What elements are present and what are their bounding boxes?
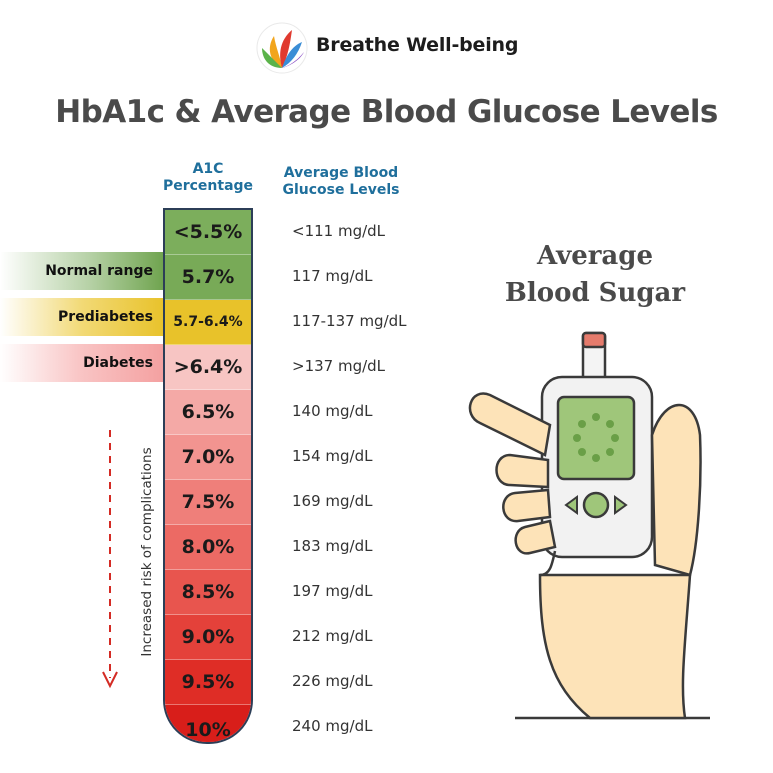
a1c-cell: 9.5% — [165, 660, 251, 705]
a1c-cell: 7.0% — [165, 435, 251, 480]
avg-column-header: Average Blood Glucose Levels — [276, 165, 406, 199]
risk-caption: Increased risk of complications — [139, 447, 155, 657]
a1c-column-header: A1C Percentage — [155, 161, 261, 195]
avg-glucose-value: 197 mg/dL — [292, 582, 373, 600]
avg-glucose-value: <111 mg/dL — [292, 222, 386, 240]
diabetes-label: Diabetes — [0, 344, 165, 382]
a1c-cell: >6.4% — [165, 345, 251, 390]
a1c-cell: 5.7% — [165, 255, 251, 300]
a1c-cell: 10% — [165, 705, 251, 742]
illustration-title: Average Blood Sugar — [470, 238, 720, 312]
a1c-cell: 9.0% — [165, 615, 251, 660]
illustration-title-line2: Blood Sugar — [504, 278, 686, 308]
avg-glucose-value: 140 mg/dL — [292, 402, 373, 420]
avg-glucose-value: 240 mg/dL — [292, 717, 373, 735]
a1c-cell: 7.5% — [165, 480, 251, 525]
avg-glucose-value: 226 mg/dL — [292, 672, 373, 690]
avg-glucose-value: >137 mg/dL — [292, 357, 386, 375]
avg-glucose-value: 183 mg/dL — [292, 537, 373, 555]
avg-glucose-value: 117-137 mg/dL — [292, 312, 407, 330]
page-title: HbA1c & Average Blood Glucose Levels — [55, 94, 718, 130]
a1c-header-line1: A1C — [192, 161, 224, 177]
a1c-cell: 8.0% — [165, 525, 251, 570]
a1c-header-line2: Percentage — [162, 178, 254, 194]
avg-header-line2: Glucose Levels — [282, 182, 400, 198]
a1c-cell: 8.5% — [165, 570, 251, 615]
avg-header-line1: Average Blood — [283, 165, 399, 181]
down-arrow-icon — [102, 430, 118, 689]
a1c-scale-column: <5.5% 5.7% 5.7-6.4% >6.4% 6.5% 7.0% 7.5% 8.0% 8.… — [163, 208, 253, 744]
avg-glucose-value: 169 mg/dL — [292, 492, 373, 510]
glucose-meter-in-hand-icon — [468, 331, 710, 720]
avg-glucose-value: 154 mg/dL — [292, 447, 373, 465]
avg-glucose-value: 117 mg/dL — [292, 267, 373, 285]
a1c-cell: <5.5% — [165, 210, 251, 255]
petal-swirl-logo-icon — [256, 22, 308, 74]
avg-glucose-value: 212 mg/dL — [292, 627, 373, 645]
normal-range-label: Normal range — [0, 252, 165, 290]
prediabetes-label: Prediabetes — [0, 298, 165, 336]
a1c-cell: 5.7-6.4% — [165, 300, 251, 345]
brand-name: Breathe Well-being — [316, 34, 519, 56]
a1c-cell: 6.5% — [165, 390, 251, 435]
illustration-title-line1: Average — [536, 241, 654, 271]
